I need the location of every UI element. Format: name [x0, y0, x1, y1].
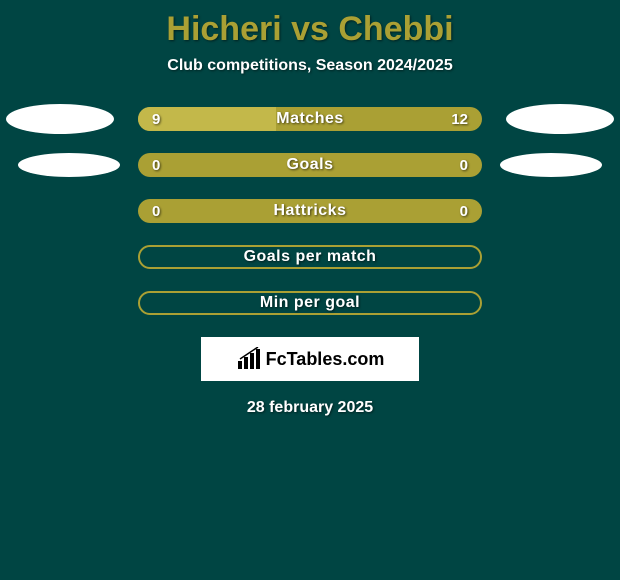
stat-row: Min per goal	[0, 291, 620, 315]
logo-content: FcTables.com	[236, 347, 385, 371]
stat-bar: Goals per match	[138, 245, 482, 269]
stat-value-right: 0	[460, 203, 468, 220]
stat-row: 9 Matches 12	[0, 107, 620, 131]
comparison-title: Hicheri vs Chebbi	[0, 0, 620, 57]
logo-box: FcTables.com	[201, 337, 419, 381]
stat-bar: 0 Goals 0	[138, 153, 482, 177]
chart-icon	[236, 347, 262, 371]
stat-bar: Min per goal	[138, 291, 482, 315]
stat-value-left: 0	[152, 203, 160, 220]
date-text: 28 february 2025	[0, 399, 620, 417]
stat-bar: 0 Hattricks 0	[138, 199, 482, 223]
team-marker-left	[18, 153, 120, 177]
stat-row: 0 Goals 0	[0, 153, 620, 177]
team-marker-right	[506, 104, 614, 134]
stat-label: Hattricks	[274, 202, 347, 220]
stat-label: Matches	[276, 110, 344, 128]
stat-row: Goals per match	[0, 245, 620, 269]
stat-label: Min per goal	[260, 294, 360, 312]
stats-container: 9 Matches 12 0 Goals 0 0 Hattricks 0 Goals per ma…	[0, 107, 620, 315]
stat-row: 0 Hattricks 0	[0, 199, 620, 223]
logo-text: FcTables.com	[266, 349, 385, 370]
stat-value-left: 9	[152, 111, 160, 128]
team-marker-left	[6, 104, 114, 134]
stat-bar: 9 Matches 12	[138, 107, 482, 131]
comparison-subtitle: Club competitions, Season 2024/2025	[0, 57, 620, 107]
stat-value-right: 12	[451, 111, 468, 128]
stat-value-right: 0	[460, 157, 468, 174]
stat-value-left: 0	[152, 157, 160, 174]
team-marker-right	[500, 153, 602, 177]
stat-label: Goals	[287, 156, 334, 174]
stat-label: Goals per match	[244, 248, 377, 266]
